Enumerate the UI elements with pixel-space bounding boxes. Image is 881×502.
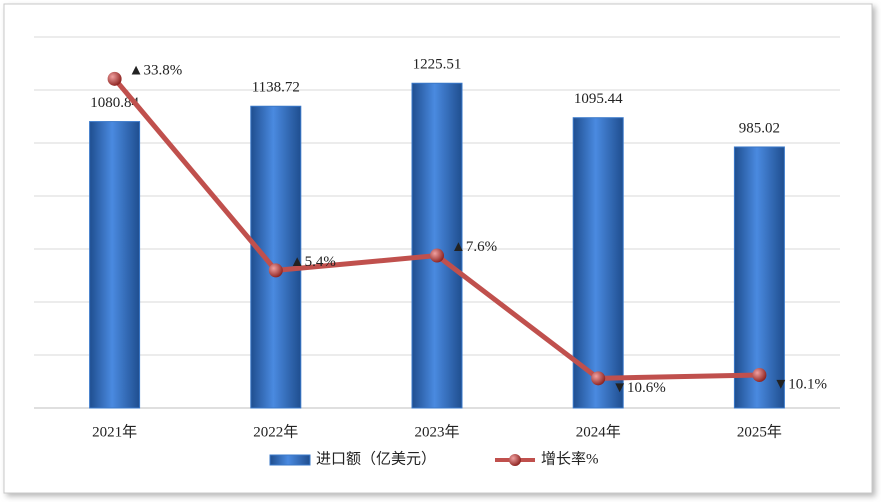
bar-value-label: 1225.51 [413, 57, 462, 73]
x-tick-label: 2023年 [414, 423, 459, 440]
bar [89, 121, 141, 409]
line-value-label: ▲33.8% [129, 62, 183, 78]
bar-value-label: 1138.72 [252, 80, 300, 96]
line-marker [268, 263, 283, 278]
line-marker [752, 367, 767, 382]
bar [250, 105, 302, 409]
bar-value-label: 985.02 [739, 120, 780, 136]
bar-value-label: 1080.84 [90, 95, 139, 111]
legend-label: 增长率% [541, 450, 599, 467]
x-tick-label: 2021年 [92, 423, 137, 440]
bar [572, 117, 624, 409]
legend-marker [509, 454, 521, 466]
line-value-label: ▼10.6% [612, 380, 666, 396]
legend-label: 进口额（亿美元） [316, 450, 436, 467]
line-marker [430, 248, 444, 263]
bar [411, 82, 463, 409]
x-tick-label: 2024年 [576, 423, 621, 440]
line-marker [107, 71, 122, 86]
bar-value-label: 1095.44 [574, 91, 623, 107]
x-tick-label: 2022年 [253, 423, 298, 440]
x-tick-label: 2025年 [737, 423, 782, 440]
line-value-label: ▲7.6% [451, 239, 497, 255]
bar [733, 146, 785, 409]
line-value-label: ▼10.1% [773, 376, 827, 392]
line-value-label: ▲5.4% [290, 254, 336, 270]
line-marker [591, 371, 606, 386]
legend-swatch [269, 454, 311, 466]
